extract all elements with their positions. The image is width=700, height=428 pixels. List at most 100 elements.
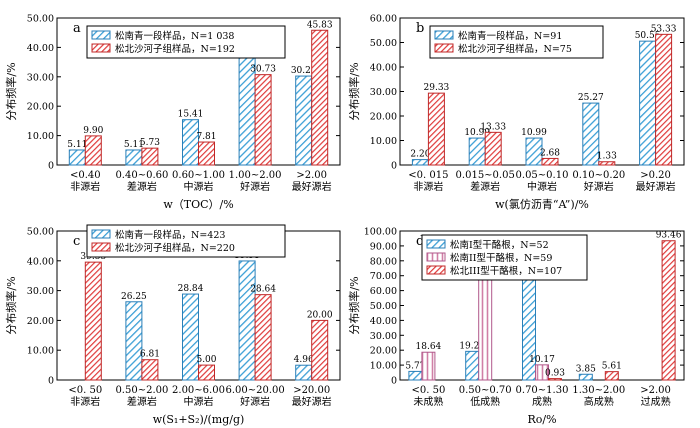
y-tick-label: 10.00 xyxy=(27,346,54,357)
data-label: 9.90 xyxy=(83,126,103,136)
data-label: 2.20 xyxy=(410,150,430,160)
x-tick-label: <0. 50 xyxy=(411,385,445,396)
legend-label: 松南青一段样品，N=423 xyxy=(115,229,225,241)
panel-label: c xyxy=(73,234,80,249)
bar xyxy=(84,135,102,166)
data-label: 5.61 xyxy=(602,362,622,372)
x-tick-label: 差源岩 xyxy=(470,180,500,193)
x-axis-label: Ro/% xyxy=(527,413,556,426)
x-tick-label: 中源岩 xyxy=(184,395,214,408)
y-tick-label: 100.00 xyxy=(364,227,397,238)
bar xyxy=(541,157,559,166)
x-axis-label: w（TOC）/% xyxy=(163,198,233,211)
x-tick-label: 0.015~0.05 xyxy=(456,170,515,181)
bar xyxy=(68,149,86,166)
x-tick-label: 0.50~2.00 xyxy=(115,385,168,396)
y-tick-label: 90.00 xyxy=(370,241,397,252)
y-tick-label: 0 xyxy=(48,161,54,172)
data-label: 19.23 xyxy=(459,341,485,351)
y-tick-label: 0 xyxy=(391,376,397,387)
legend-box xyxy=(86,224,286,258)
y-tick-label: 40.00 xyxy=(27,43,54,54)
panel-label: d xyxy=(416,234,424,249)
bar xyxy=(525,137,543,166)
y-tick-label: 20.00 xyxy=(27,102,54,113)
data-label: 50.55 xyxy=(635,31,661,41)
legend-label: 松北沙河子组样品，N=220 xyxy=(115,242,235,254)
x-tick-label: 低成熟 xyxy=(470,395,500,408)
x-tick-label: 最好源岩 xyxy=(292,395,332,408)
legend-box xyxy=(421,234,588,281)
data-label: 10.99 xyxy=(464,128,490,138)
legend-swatch xyxy=(91,30,111,40)
bar xyxy=(125,301,143,381)
bar xyxy=(295,75,313,166)
data-label: 13.33 xyxy=(480,122,506,132)
data-label: 5.77 xyxy=(405,361,425,371)
data-label: 53.33 xyxy=(651,24,677,34)
x-tick-label: 2.00~6.00 xyxy=(172,385,225,396)
x-tick-label: 过成熟 xyxy=(641,395,671,408)
y-tick-label: 80.00 xyxy=(370,256,397,267)
x-axis-label: w(S₁+S₂)/(mg/g) xyxy=(153,413,245,426)
bar xyxy=(548,378,562,381)
panel-label: b xyxy=(416,21,424,36)
x-tick-label: 非源岩 xyxy=(413,180,443,193)
data-label: 28.84 xyxy=(178,284,204,294)
x-tick-label: 差源岩 xyxy=(127,395,157,408)
x-tick-label: >2.00 xyxy=(296,170,327,181)
bar xyxy=(311,29,329,166)
y-tick-label: 40.00 xyxy=(370,316,397,327)
x-tick-label: 最好源岩 xyxy=(292,180,332,193)
data-label: 6.81 xyxy=(140,350,160,360)
bar xyxy=(198,364,215,381)
x-tick-label: 差源岩 xyxy=(127,180,157,193)
x-tick-label: 中源岩 xyxy=(527,180,557,193)
bar xyxy=(478,273,493,381)
data-label: 45.83 xyxy=(307,20,333,30)
x-axis-label: w(氯仿沥青“A”)/% xyxy=(495,197,589,211)
bar xyxy=(427,92,445,166)
data-label: 26.25 xyxy=(121,292,147,302)
y-tick-label: 20.00 xyxy=(370,346,397,357)
x-tick-label: 6.00~20.00 xyxy=(225,385,284,396)
x-tick-label: 非源岩 xyxy=(70,180,100,193)
data-label: 15.41 xyxy=(178,110,204,120)
y-axis-label: 分布频率/% xyxy=(4,276,18,334)
x-tick-label: 好源岩 xyxy=(584,180,614,193)
data-label: 25.27 xyxy=(578,93,604,103)
x-tick-label: 0.05~0.10 xyxy=(516,170,569,181)
legend-label: 松南I型干酪根，N=52 xyxy=(450,239,549,251)
bar xyxy=(465,350,480,381)
x-tick-label: 0.40~0.60 xyxy=(115,170,168,181)
y-axis-label: 分布频率/% xyxy=(347,62,361,120)
x-tick-label: 成熟 xyxy=(532,395,552,408)
y-tick-label: 30.00 xyxy=(370,331,397,342)
y-tick-label: 40.00 xyxy=(27,256,54,267)
x-tick-label: 未成熟 xyxy=(413,395,443,408)
x-tick-label: 0.60~1.00 xyxy=(172,170,225,181)
bar xyxy=(598,161,616,166)
x-tick-label: 0.50~0.70 xyxy=(459,385,512,396)
data-label: 10.99 xyxy=(521,128,547,138)
bar xyxy=(295,364,313,381)
bar xyxy=(408,370,423,381)
bar xyxy=(411,159,429,166)
x-tick-label: 1.00~2.00 xyxy=(229,170,282,181)
bar xyxy=(578,373,593,381)
y-tick-label: 20.00 xyxy=(370,112,397,123)
y-tick-label: 50.00 xyxy=(370,301,397,312)
bar xyxy=(182,293,199,381)
y-tick-label: 0 xyxy=(48,376,54,387)
data-label: 2.68 xyxy=(540,148,560,158)
bar xyxy=(141,147,159,166)
data-label: 7.81 xyxy=(196,132,216,142)
x-tick-label: >0.20 xyxy=(640,170,671,181)
data-label: 30.25 xyxy=(291,66,317,76)
data-label: 5.00 xyxy=(196,355,216,365)
x-tick-label: 非源岩 xyxy=(70,395,100,408)
y-tick-label: 0 xyxy=(391,161,397,172)
y-axis-label: 分布频率/% xyxy=(4,62,18,120)
y-tick-label: 10.00 xyxy=(27,131,54,142)
